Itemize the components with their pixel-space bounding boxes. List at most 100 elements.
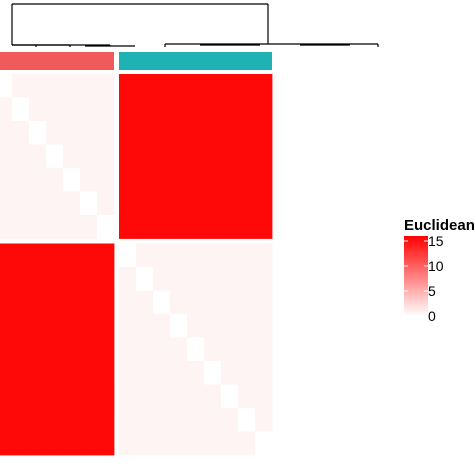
heatmap-cell — [46, 144, 64, 169]
heatmap-cell — [204, 431, 222, 456]
heatmap-cell — [187, 314, 205, 338]
heatmap-cell — [97, 290, 115, 315]
heatmap-cell — [187, 144, 205, 169]
heatmap-cell — [170, 337, 188, 362]
heatmap-cell — [204, 384, 222, 409]
heatmap-cell — [12, 191, 30, 216]
heatmap-cell — [12, 97, 30, 122]
heatmap-cell — [63, 290, 81, 315]
heatmap-cell — [255, 243, 273, 268]
heatmap-cell — [46, 168, 64, 192]
heatmap-cell — [12, 243, 30, 268]
heatmap-cell — [12, 267, 30, 291]
heatmap-cell — [80, 74, 98, 98]
heatmap-cell — [12, 215, 30, 239]
heatmap-cell — [63, 243, 81, 268]
heatmap-cell — [119, 431, 137, 456]
legend-tick-label: 15 — [428, 233, 444, 249]
heatmap-cell — [119, 408, 137, 432]
annotation-group-1 — [0, 52, 114, 70]
heatmap-cell — [46, 314, 64, 338]
heatmap-cell — [170, 431, 188, 456]
heatmap-cell — [0, 361, 13, 385]
heatmap-cell — [204, 168, 222, 192]
heatmap-cell — [255, 168, 273, 192]
heatmap-cell — [119, 191, 137, 216]
heatmap-cell — [0, 290, 13, 315]
heatmap-cell — [238, 431, 256, 456]
heatmap-cell — [221, 384, 239, 409]
heatmap-cell — [153, 191, 171, 216]
heatmap-cell — [119, 290, 137, 315]
heatmap-cell — [0, 337, 13, 362]
heatmap-cell — [80, 431, 98, 456]
heatmap-cell — [136, 74, 154, 98]
heatmap-cell — [119, 384, 137, 409]
heatmap-cell — [63, 408, 81, 432]
heatmap-cell — [187, 384, 205, 409]
heatmap-cell — [0, 121, 13, 145]
heatmap-cell — [187, 121, 205, 145]
heatmap-cell — [29, 361, 47, 385]
legend-tick-label: 10 — [428, 258, 444, 274]
heatmap-cell — [80, 408, 98, 432]
heatmap-cell — [119, 337, 137, 362]
heatmap-cell — [136, 384, 154, 409]
heatmap-cell — [29, 97, 47, 122]
heatmap-cell — [238, 191, 256, 216]
heatmap-cell — [255, 314, 273, 338]
heatmap-cell — [80, 121, 98, 145]
heatmap-cell — [238, 290, 256, 315]
heatmap-cell — [12, 361, 30, 385]
heatmap-cell — [12, 337, 30, 362]
heatmap-cell — [204, 267, 222, 291]
heatmap-cell — [80, 144, 98, 169]
heatmap-cell — [97, 384, 115, 409]
color-legend: Euclidean 0 5 10 15 — [404, 217, 474, 324]
heatmap-cell — [80, 361, 98, 385]
heatmap-cell — [153, 267, 171, 291]
heatmap-cell — [97, 431, 115, 456]
heatmap-cell — [221, 431, 239, 456]
heatmap-cell — [29, 431, 47, 456]
heatmap-cell — [46, 431, 64, 456]
heatmap-cell — [46, 121, 64, 145]
heatmap-cell — [153, 431, 171, 456]
heatmap-cell — [12, 384, 30, 409]
heatmap-cell — [255, 361, 273, 385]
heatmap-cell — [153, 243, 171, 268]
heatmap-cell — [29, 267, 47, 291]
heatmap-cell — [46, 97, 64, 122]
heatmap-cell — [204, 215, 222, 239]
heatmap-cell — [97, 361, 115, 385]
heatmap-cell — [29, 337, 47, 362]
heatmap-cell — [153, 314, 171, 338]
heatmap-cell — [255, 144, 273, 169]
heatmap-cell — [187, 97, 205, 122]
heatmap-cell — [119, 314, 137, 338]
heatmap-cell — [80, 384, 98, 409]
heatmap-cell — [97, 215, 115, 239]
heatmap-cell — [187, 408, 205, 432]
heatmap-cell — [238, 144, 256, 169]
heatmap-cell — [80, 243, 98, 268]
heatmap-cell — [187, 431, 205, 456]
heatmap-cell — [0, 74, 13, 98]
heatmap-cell — [187, 74, 205, 98]
heatmap-cell — [136, 191, 154, 216]
heatmap-cell — [187, 215, 205, 239]
heatmap-cell — [255, 121, 273, 145]
heatmap-cell — [12, 144, 30, 169]
heatmap-cell — [170, 191, 188, 216]
heatmap-cell — [97, 144, 115, 169]
heatmap-cell — [0, 168, 13, 192]
heatmap-cell — [187, 361, 205, 385]
heatmap-cell — [170, 290, 188, 315]
heatmap-cell — [29, 144, 47, 169]
heatmap-cell — [238, 97, 256, 122]
heatmap-cell — [63, 97, 81, 122]
legend-tick-label: 0 — [428, 308, 436, 324]
legend-title: Euclidean — [404, 217, 474, 234]
heatmap-cell — [255, 97, 273, 122]
